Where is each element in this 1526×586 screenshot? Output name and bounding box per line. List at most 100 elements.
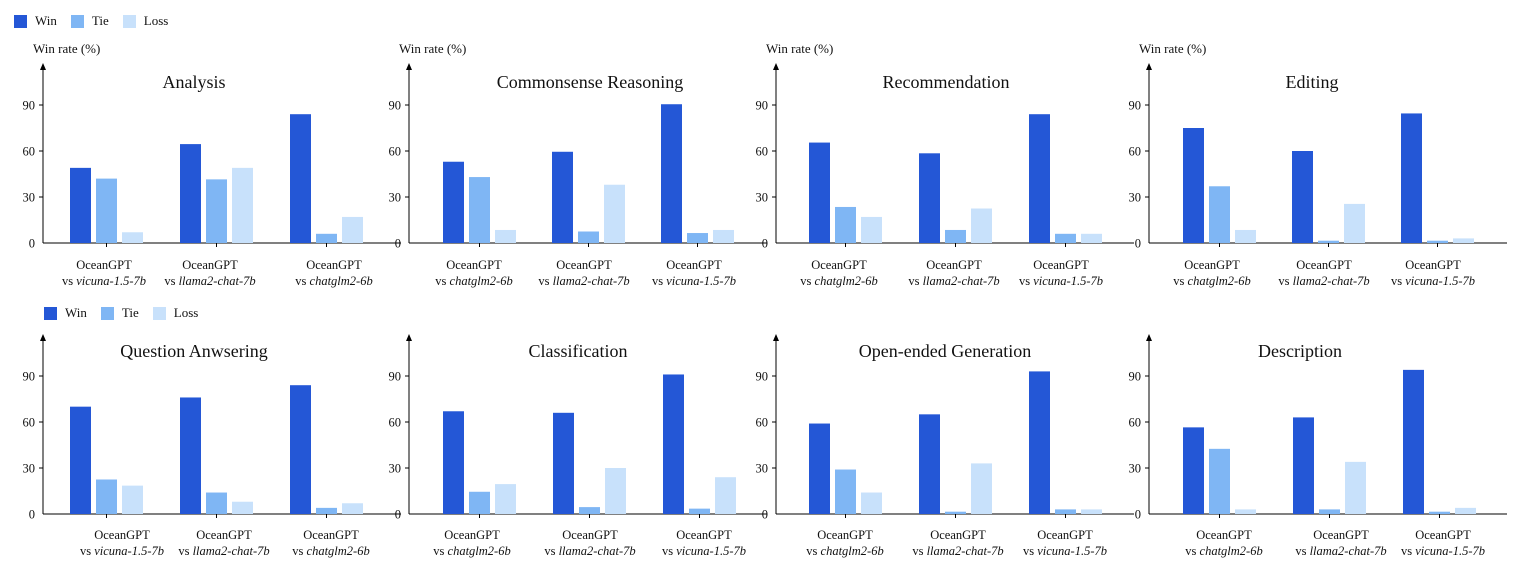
chart-title: Question Anwsering (120, 341, 268, 361)
x-tick-label-model: chatglm2-6b (307, 544, 370, 558)
x-tick-label-prefix: vs (1278, 274, 1292, 288)
x-tick-label-prefix: vs (295, 274, 309, 288)
legend-swatch-loss (122, 14, 136, 28)
bar-win-3 (661, 104, 682, 243)
x-tick-label-model: vicuna-1.5-7b (1415, 544, 1485, 558)
bar-loss-3 (1081, 233, 1102, 243)
y-axis-arrow (773, 63, 779, 70)
bar-tie-2 (1318, 240, 1339, 243)
x-tick-label-line2: vs vicuna-1.5-7b (1391, 274, 1475, 288)
y-tick-label: 30 (756, 191, 769, 205)
x-tick-label-prefix: vs (80, 544, 94, 558)
x-tick-label-line1: OceanGPT (562, 528, 618, 542)
x-tick-label-line1: OceanGPT (926, 258, 982, 272)
x-tick-label-line1: OceanGPT (817, 528, 873, 542)
bar-tie-2 (206, 492, 227, 514)
x-tick-label-prefix: vs (292, 544, 306, 558)
bar-win-1 (1183, 128, 1204, 243)
bar-loss-3 (1081, 509, 1102, 514)
bar-tie-2 (1319, 509, 1340, 514)
y-tick-label: 60 (1129, 416, 1142, 430)
y-axis-arrow (1146, 63, 1152, 70)
x-tick-label-line1: OceanGPT (306, 258, 362, 272)
bar-win-2 (552, 151, 573, 243)
y-tick-label: 30 (1129, 462, 1142, 476)
x-tick-label-line1: OceanGPT (1405, 258, 1461, 272)
bar-loss-1 (1235, 509, 1256, 514)
x-tick-label-line1: OceanGPT (1313, 528, 1369, 542)
y-tick-label: 30 (389, 462, 402, 476)
bar-win-3 (1401, 113, 1422, 243)
bar-loss-1 (122, 485, 143, 514)
legend-label-loss: Loss (143, 13, 169, 28)
bar-win-2 (1292, 151, 1313, 243)
bar-win-1 (70, 167, 91, 243)
bar-tie-2 (945, 229, 966, 243)
legend-label-tie: Tie (121, 305, 139, 320)
legend-item-loss: Loss (152, 305, 198, 321)
y-axis-arrow (40, 334, 46, 341)
x-tick-label-model: chatglm2-6b (1200, 544, 1263, 558)
x-tick-label-line1: OceanGPT (811, 258, 867, 272)
x-tick-label-model: vicuna-1.5-7b (76, 274, 146, 288)
x-tick-label-line1: OceanGPT (556, 258, 612, 272)
x-tick-label-line2: vs vicuna-1.5-7b (80, 544, 164, 558)
bar-win-3 (1403, 369, 1424, 514)
y-axis-arrow (406, 334, 412, 341)
x-tick-label-model: chatglm2-6b (450, 274, 513, 288)
x-tick-label-model: llama2-chat-7b (1293, 274, 1370, 288)
bar-tie-2 (578, 231, 599, 243)
x-tick-label-prefix: vs (433, 544, 447, 558)
chart-title: Open-ended Generation (859, 341, 1031, 361)
bar-loss-3 (342, 216, 363, 243)
legend-label-win: Win (35, 13, 57, 28)
x-tick-label-prefix: vs (178, 544, 192, 558)
x-tick-label-model: chatglm2-6b (448, 544, 511, 558)
bar-loss-1 (1235, 229, 1256, 243)
y-tick-label: 0 (29, 508, 35, 522)
y-tick-label: 0 (1135, 237, 1141, 251)
y-tick-label: 90 (389, 99, 402, 113)
x-tick-label-line2: vs chatglm2-6b (1173, 274, 1250, 288)
bar-loss-2 (1345, 461, 1366, 514)
bar-tie-3 (1429, 511, 1450, 514)
x-tick-label-prefix: vs (806, 544, 820, 558)
x-tick-label-model: llama2-chat-7b (193, 544, 270, 558)
x-tick-label-line2: vs chatglm2-6b (433, 544, 510, 558)
y-tick-label: 90 (23, 370, 36, 384)
y-tick-label: 60 (756, 145, 769, 159)
bar-tie-1 (469, 177, 490, 243)
x-tick-label-line2: vs llama2-chat-7b (1295, 544, 1386, 558)
x-tick-label-line2: vs chatglm2-6b (1185, 544, 1262, 558)
x-tick-label-prefix: vs (912, 544, 926, 558)
x-tick-label-line2: vs llama2-chat-7b (538, 274, 629, 288)
bar-tie-1 (96, 479, 117, 514)
bar-win-3 (1029, 371, 1050, 514)
bar-loss-3 (713, 229, 734, 243)
bar-tie-2 (206, 179, 227, 243)
x-tick-label-model: llama2-chat-7b (553, 274, 630, 288)
legend-row2: Win Tie Loss (44, 305, 212, 321)
chart-title: Editing (1286, 72, 1339, 92)
bar-win-1 (809, 142, 830, 243)
x-tick-label-model: chatglm2-6b (815, 274, 878, 288)
y-tick-label: 60 (23, 145, 36, 159)
bar-tie-3 (687, 233, 708, 243)
bar-tie-1 (96, 178, 117, 243)
legend-swatch-win (14, 14, 27, 28)
y-tick-label: 90 (756, 370, 769, 384)
ylabel-panel-2: Win rate (%) (399, 41, 467, 56)
bar-win-2 (1293, 417, 1314, 514)
legend-swatch-loss (152, 306, 166, 320)
bar-win-2 (180, 397, 201, 514)
x-tick-label-model: vicuna-1.5-7b (94, 544, 164, 558)
y-tick-label: 30 (23, 191, 36, 205)
x-tick-label-prefix: vs (800, 274, 814, 288)
legend-item-tie: Tie (70, 13, 109, 29)
chart-title: Commonsense Reasoning (497, 72, 684, 92)
